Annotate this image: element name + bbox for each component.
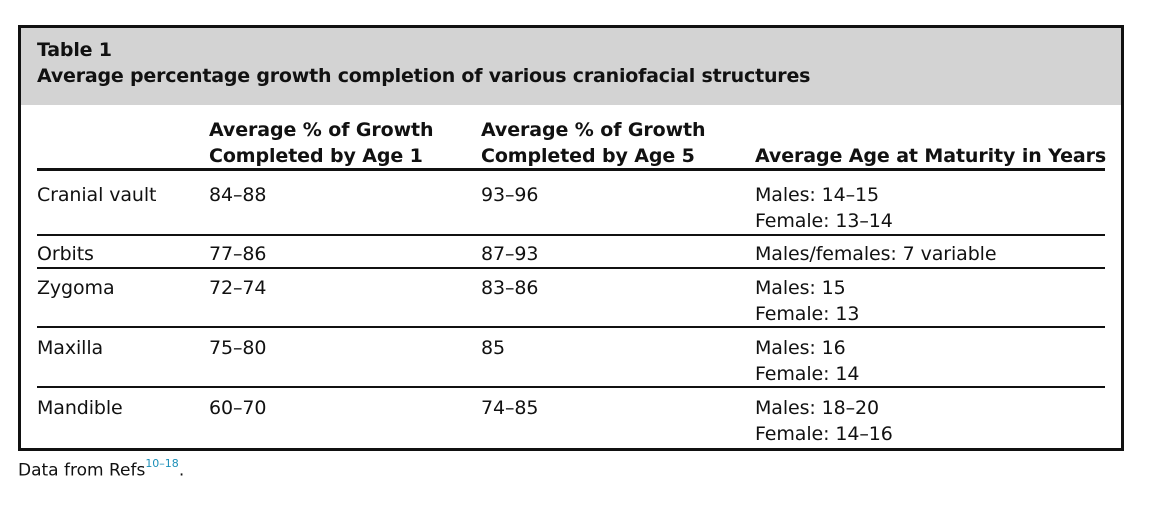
- row-zygoma-structure: Zygoma: [37, 277, 115, 299]
- table-footnote: Data from Refs10–18.: [18, 457, 185, 481]
- row-zygoma-maturity: Males: 15 Female: 13: [755, 275, 859, 327]
- row-orbits-structure: Orbits: [37, 243, 94, 265]
- footnote-end: .: [178, 460, 185, 481]
- row-cranial-vault-age5: 93–96: [481, 184, 539, 206]
- row-orbits-age1: 77–86: [209, 243, 267, 265]
- table-frame: Table 1 Average percentage growth comple…: [18, 25, 1124, 451]
- table-label: Table 1: [37, 39, 112, 61]
- row-divider: [37, 326, 1105, 328]
- maturity-line: Female: 14–16: [755, 423, 893, 445]
- header-maturity: Average Age at Maturity in Years: [755, 143, 1106, 169]
- row-orbits-age5: 87–93: [481, 243, 539, 265]
- header-age5-line1: Average % of Growth: [481, 119, 706, 141]
- header-rule: [37, 168, 1105, 171]
- row-cranial-vault-age1: 84–88: [209, 184, 267, 206]
- row-zygoma-age5: 83–86: [481, 277, 539, 299]
- row-mandible-maturity: Males: 18–20 Female: 14–16: [755, 395, 893, 447]
- footnote-refs[interactable]: 10–18: [145, 457, 179, 470]
- maturity-line: Female: 13: [755, 303, 860, 325]
- header-age5: Average % of Growth Completed by Age 5: [481, 117, 706, 169]
- row-divider: [37, 386, 1105, 388]
- table-caption: Table 1 Average percentage growth comple…: [21, 28, 1121, 105]
- row-zygoma-age1: 72–74: [209, 277, 267, 299]
- header-age1: Average % of Growth Completed by Age 1: [209, 117, 434, 169]
- row-divider: [37, 234, 1105, 236]
- maturity-line: Males: 15: [755, 277, 846, 299]
- header-age1-line1: Average % of Growth: [209, 119, 434, 141]
- table-title: Average percentage growth completion of …: [37, 65, 811, 87]
- maturity-line: Female: 14: [755, 363, 860, 385]
- row-divider: [37, 267, 1105, 269]
- row-cranial-vault-maturity: Males: 14–15 Female: 13–14: [755, 182, 893, 234]
- maturity-line: Males/females: 7 variable: [755, 243, 997, 265]
- row-maxilla-structure: Maxilla: [37, 337, 104, 359]
- maturity-line: Males: 18–20: [755, 397, 879, 419]
- maturity-line: Males: 16: [755, 337, 846, 359]
- header-maturity-line1: Average Age at Maturity in Years: [755, 145, 1107, 167]
- maturity-line: Males: 14–15: [755, 184, 879, 206]
- row-mandible-age5: 74–85: [481, 397, 539, 419]
- footnote-text: Data from Refs: [18, 460, 146, 481]
- row-orbits-maturity: Males/females: 7 variable: [755, 241, 997, 267]
- maturity-line: Female: 13–14: [755, 210, 893, 232]
- header-age5-line2: Completed by Age 5: [481, 145, 695, 167]
- row-mandible-structure: Mandible: [37, 397, 123, 419]
- row-maxilla-maturity: Males: 16 Female: 14: [755, 335, 859, 387]
- row-maxilla-age5: 85: [481, 337, 505, 359]
- row-cranial-vault-structure: Cranial vault: [37, 184, 157, 206]
- row-mandible-age1: 60–70: [209, 397, 267, 419]
- header-age1-line2: Completed by Age 1: [209, 145, 423, 167]
- row-maxilla-age1: 75–80: [209, 337, 267, 359]
